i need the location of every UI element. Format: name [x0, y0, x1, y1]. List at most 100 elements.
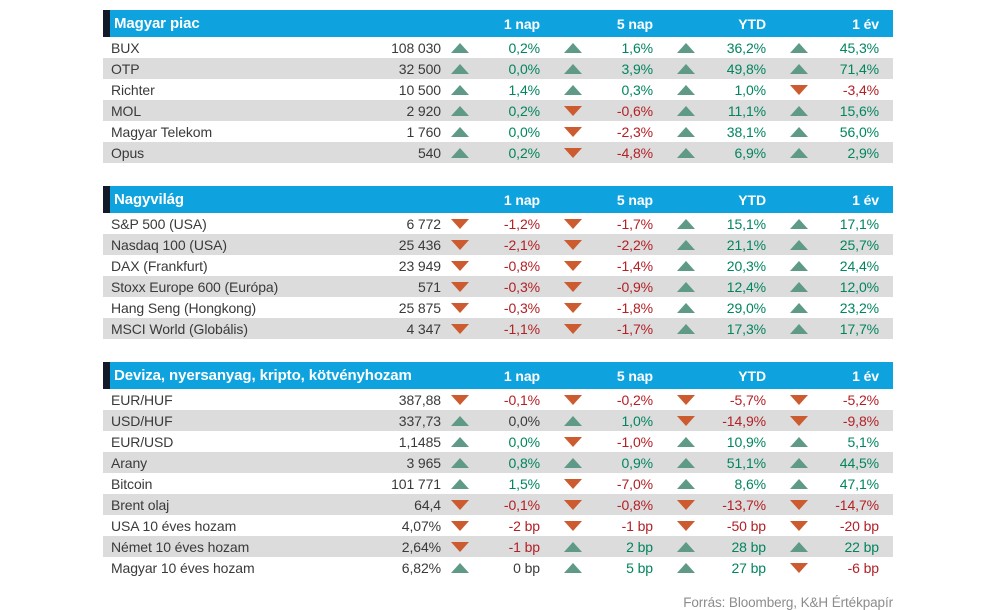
triangle-up-icon: [451, 457, 469, 468]
row-value: 4,07%: [401, 517, 441, 534]
triangle-down-icon: [564, 436, 582, 447]
triangle-down-icon: [451, 541, 469, 552]
triangle-up-icon: [677, 126, 695, 137]
trend-up-icon: [667, 436, 705, 447]
row-value: 1,1485: [398, 433, 441, 450]
triangle-down-icon: [451, 260, 469, 271]
row-name: Richter: [111, 81, 155, 98]
triangle-up-icon: [790, 105, 808, 116]
row-name: DAX (Frankfurt): [111, 257, 208, 274]
trend-up-icon: [667, 63, 705, 74]
table-row: Arany 3 965 0,8% 0,9% 51,1% 44,5%: [103, 452, 893, 473]
change-value: -0,8%: [616, 496, 653, 513]
change-value: 22 bp: [844, 538, 879, 555]
triangle-down-icon: [564, 323, 582, 334]
change-value: -1,2%: [503, 215, 540, 232]
triangle-up-icon: [790, 218, 808, 229]
trend-up-icon: [441, 126, 479, 137]
triangle-up-icon: [564, 415, 582, 426]
trend-up-icon: [667, 260, 705, 271]
trend-down-icon: [441, 541, 479, 552]
change-value: -13,7%: [722, 496, 766, 513]
change-value: -0,2%: [616, 391, 653, 408]
triangle-down-icon: [564, 126, 582, 137]
change-value: -0,3%: [503, 278, 540, 295]
change-value: 0,0%: [508, 433, 540, 450]
triangle-up-icon: [677, 239, 695, 250]
triangle-up-icon: [790, 42, 808, 53]
trend-down-icon: [780, 562, 818, 573]
trend-down-icon: [554, 478, 592, 489]
triangle-up-icon: [451, 415, 469, 426]
triangle-up-icon: [451, 147, 469, 158]
row-name: EUR/HUF: [111, 391, 173, 408]
trend-up-icon: [780, 147, 818, 158]
triangle-down-icon: [790, 499, 808, 510]
accent-bar: [103, 10, 110, 37]
row-value: 25 875: [398, 299, 441, 316]
column-header: 1 év: [852, 367, 879, 384]
change-value: 1,5%: [508, 475, 540, 492]
change-value: 20,3%: [726, 257, 766, 274]
trend-up-icon: [667, 323, 705, 334]
change-value: 27 bp: [731, 559, 766, 576]
table-row: S&P 500 (USA) 6 772 -1,2% -1,7% 15,1% 17,1%: [103, 213, 893, 234]
triangle-down-icon: [677, 415, 695, 426]
triangle-up-icon: [790, 457, 808, 468]
change-value: -1,4%: [616, 257, 653, 274]
table-row: Nasdaq 100 (USA) 25 436 -2,1% -2,2% 21,1% 25,…: [103, 234, 893, 255]
trend-up-icon: [667, 126, 705, 137]
trend-down-icon: [780, 394, 818, 405]
change-value: 15,1%: [726, 215, 766, 232]
table-row: USD/HUF 337,73 0,0% 1,0% -14,9% -9,8%: [103, 410, 893, 431]
trend-up-icon: [554, 42, 592, 53]
row-name: Bitcoin: [111, 475, 153, 492]
trend-up-icon: [667, 478, 705, 489]
triangle-up-icon: [677, 63, 695, 74]
row-name: BUX: [111, 39, 140, 56]
market-table: Deviza, nyersanyag, kripto, kötvényhozam…: [103, 362, 893, 578]
row-value: 6,82%: [401, 559, 441, 576]
change-value: -1,1%: [503, 320, 540, 337]
trend-up-icon: [554, 63, 592, 74]
triangle-up-icon: [564, 562, 582, 573]
change-value: -9,8%: [842, 412, 879, 429]
change-value: 0,3%: [621, 81, 653, 98]
change-value: -7,0%: [616, 475, 653, 492]
triangle-up-icon: [677, 42, 695, 53]
change-value: 1,6%: [621, 39, 653, 56]
trend-up-icon: [554, 457, 592, 468]
accent-bar: [103, 186, 110, 213]
trend-up-icon: [667, 541, 705, 552]
triangle-up-icon: [677, 218, 695, 229]
change-value: 0 bp: [513, 559, 540, 576]
trend-up-icon: [667, 147, 705, 158]
table-row: EUR/HUF 387,88 -0,1% -0,2% -5,7% -5,2%: [103, 389, 893, 410]
triangle-up-icon: [564, 541, 582, 552]
change-value: -1,7%: [616, 215, 653, 232]
change-value: 29,0%: [726, 299, 766, 316]
change-value: 36,2%: [726, 39, 766, 56]
change-value: 51,1%: [726, 454, 766, 471]
trend-up-icon: [780, 478, 818, 489]
trend-up-icon: [441, 478, 479, 489]
triangle-up-icon: [790, 323, 808, 334]
change-value: 45,3%: [839, 39, 879, 56]
triangle-down-icon: [451, 323, 469, 334]
trend-up-icon: [780, 457, 818, 468]
market-table: Nagyvilág 1 nap 5 nap YTD 1 év S&P 500 (USA) 6…: [103, 186, 893, 339]
row-name: Német 10 éves hozam: [111, 538, 250, 555]
row-name: Nasdaq 100 (USA): [111, 236, 227, 253]
triangle-up-icon: [790, 63, 808, 74]
trend-up-icon: [667, 218, 705, 229]
table-row: Német 10 éves hozam 2,64% -1 bp 2 bp 28 bp 22…: [103, 536, 893, 557]
table-header-row: Magyar piac 1 nap 5 nap YTD 1 év: [103, 10, 893, 37]
triangle-up-icon: [790, 147, 808, 158]
trend-down-icon: [441, 302, 479, 313]
trend-up-icon: [780, 323, 818, 334]
trend-down-icon: [554, 436, 592, 447]
row-value: 108 030: [391, 39, 441, 56]
trend-down-icon: [667, 415, 705, 426]
row-value: 571: [417, 278, 441, 295]
triangle-down-icon: [677, 499, 695, 510]
